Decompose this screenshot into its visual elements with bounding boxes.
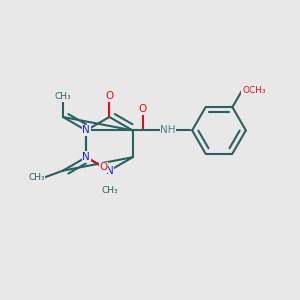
Text: OCH₃: OCH₃	[242, 86, 266, 95]
Text: CH₃: CH₃	[101, 186, 118, 195]
Text: CH₃: CH₃	[55, 92, 71, 101]
Text: N: N	[82, 125, 90, 135]
Text: NH: NH	[160, 125, 176, 135]
Text: CH₃: CH₃	[28, 173, 45, 182]
Text: O: O	[105, 91, 113, 101]
Text: O: O	[138, 104, 147, 115]
Text: N: N	[82, 152, 90, 162]
Text: N: N	[106, 166, 113, 176]
Text: O: O	[100, 162, 108, 172]
